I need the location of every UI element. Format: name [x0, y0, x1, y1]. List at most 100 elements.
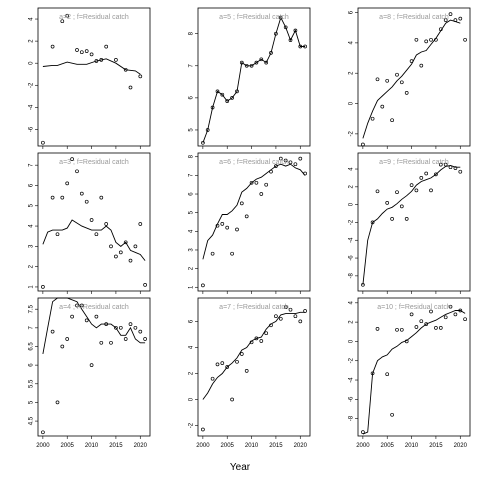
y-tick-label: 7.5 — [29, 304, 35, 313]
data-point — [463, 317, 467, 322]
data-point — [458, 169, 463, 174]
y-tick-label: 1 — [29, 285, 35, 289]
data-point — [390, 118, 394, 123]
trend-line — [202, 163, 306, 260]
data-point — [244, 63, 249, 68]
data-point — [254, 60, 259, 65]
data-point — [443, 315, 448, 320]
data-point — [249, 63, 254, 68]
data-point — [458, 308, 463, 313]
data-point — [220, 361, 225, 365]
data-point — [239, 352, 244, 356]
data-point — [249, 180, 254, 185]
data-point — [293, 162, 298, 167]
data-point — [225, 225, 230, 230]
y-tick-label: 4 — [189, 229, 195, 233]
y-tick-label: 7 — [189, 63, 195, 67]
panel-label: a=5 ; f=Residual catch — [219, 14, 289, 21]
panel-9: -8 -6 -4 -2 0 2 4 2000 2005 2010 2015 2020 a=10 ; f=… — [349, 297, 471, 449]
data-point — [55, 232, 60, 237]
data-point — [128, 258, 133, 263]
data-point — [259, 192, 264, 196]
panel-6: -8 -6 -4 -2 0 2 4 a=9 ; f=Residual catch — [349, 152, 471, 294]
panel-frame — [197, 297, 311, 437]
x-tick-label: 2010 — [405, 443, 419, 449]
x-tick-label: 2005 — [221, 443, 235, 449]
data-point — [210, 105, 215, 110]
data-point — [274, 314, 278, 319]
y-tick-label: -4 — [349, 377, 355, 383]
data-point — [84, 49, 89, 53]
data-point — [409, 183, 414, 187]
data-point — [404, 217, 409, 221]
y-tick-label: 5 — [189, 210, 195, 214]
data-point — [264, 331, 269, 336]
y-tick-label: 0 — [29, 61, 35, 65]
data-point — [375, 77, 380, 82]
data-point — [390, 217, 394, 221]
data-point — [50, 195, 55, 200]
data-point — [429, 37, 433, 42]
data-point — [84, 318, 89, 323]
data-point — [448, 12, 453, 16]
y-tick-label: 5 — [189, 128, 195, 132]
x-tick-label: 2015 — [269, 443, 283, 449]
data-point — [453, 18, 458, 22]
panel-4: 1 2 3 4 5 6 7 a=3 ; f=Residual catch — [29, 152, 151, 294]
data-point — [434, 326, 438, 330]
data-point — [254, 180, 259, 185]
data-point — [385, 201, 390, 205]
data-point — [201, 283, 205, 288]
y-tick-label: -6 — [29, 126, 35, 132]
data-point — [138, 329, 143, 334]
y-tick-label: 7 — [189, 173, 195, 177]
panel-frame — [197, 7, 311, 147]
data-point — [303, 309, 307, 313]
y-tick-label: -6 — [349, 396, 355, 402]
data-point — [288, 160, 293, 165]
data-point — [84, 199, 89, 204]
data-point — [104, 222, 109, 226]
x-tick-label: 2015 — [109, 443, 123, 449]
data-point — [230, 251, 234, 256]
data-point — [205, 128, 210, 132]
data-point — [99, 58, 104, 62]
x-tick-label: 2020 — [134, 443, 148, 449]
y-tick-label: -2 — [349, 357, 355, 363]
y-tick-label: 0 — [349, 101, 355, 105]
data-point — [283, 158, 288, 163]
data-point — [269, 169, 273, 174]
data-point — [114, 58, 118, 62]
data-point — [438, 27, 443, 32]
data-point — [361, 282, 365, 287]
panel-frame — [357, 297, 471, 437]
y-tick-label: -2 — [349, 219, 355, 225]
data-point — [235, 89, 239, 94]
data-point — [201, 140, 205, 145]
data-point — [75, 48, 79, 52]
data-point — [143, 337, 147, 341]
data-point — [220, 222, 225, 226]
y-tick-label: 6 — [349, 10, 355, 14]
data-point — [114, 254, 118, 259]
panel-frame — [37, 7, 151, 147]
data-point — [70, 157, 74, 161]
data-point — [89, 218, 94, 222]
y-tick-label: -6 — [349, 255, 355, 261]
data-point — [133, 244, 138, 249]
y-tick-label: 0 — [349, 339, 355, 343]
data-point — [458, 16, 463, 21]
y-tick-label: 5.5 — [29, 379, 35, 388]
data-point — [395, 72, 399, 77]
trend-line — [362, 19, 461, 139]
data-point — [118, 325, 123, 330]
data-point — [109, 244, 113, 249]
data-point — [128, 85, 133, 90]
data-point — [254, 336, 259, 341]
y-tick-label: 4 — [349, 300, 355, 304]
data-point — [438, 162, 443, 167]
data-point — [99, 340, 104, 345]
data-point — [370, 220, 375, 225]
data-point — [123, 337, 128, 341]
data-point — [259, 339, 264, 343]
